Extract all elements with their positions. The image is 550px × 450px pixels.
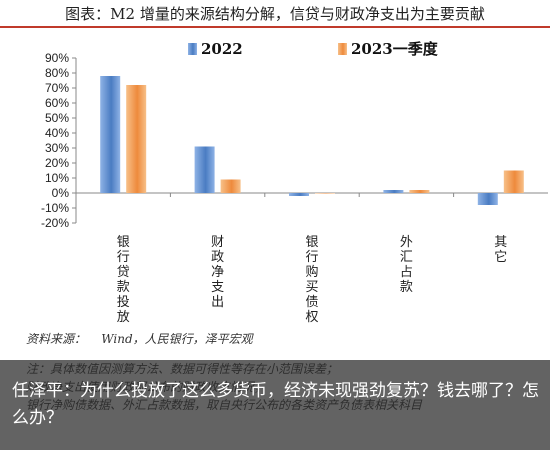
source-text: Wind，人民银行，泽平宏观 (101, 332, 253, 346)
chart-bars (100, 76, 524, 205)
y-tick-label: 20% (45, 156, 69, 170)
chart-legend: 2022 2023一季度 (188, 40, 439, 58)
y-tick-label: 10% (45, 171, 69, 185)
note-line-1: 注：具体数值因测算方法、数据可得性等存在小范围误差； (26, 362, 339, 376)
headline-overlay[interactable]: 注：具体数值因测算方法、数据可得性等存在小范围误差； 财政净支出使用财政部公布的… (0, 360, 550, 450)
legend-swatch (188, 43, 197, 55)
x-category-label: 外汇占款 (400, 235, 413, 295)
bar-series-1 (383, 190, 404, 193)
chart-title: 图表：M2 增量的来源结构分解，信贷与财政净支出为主要贡献 (0, 2, 550, 28)
legend-swatch (338, 43, 347, 55)
chart-x-labels: 银行贷款投放 财政净支出 银行购买债权 外汇占款 其它 (117, 235, 508, 325)
y-tick-label: 60% (45, 96, 69, 110)
chart-axes: 90%80%70%60%50%40%30%20%10%0%-10%-20% (41, 51, 548, 230)
bar-series-1 (477, 193, 498, 205)
y-tick-label: 80% (45, 66, 69, 80)
y-tick-label: 30% (45, 141, 69, 155)
legend-label: 2022 (201, 40, 243, 58)
bar-series-1 (289, 193, 309, 196)
bar-series-2 (503, 170, 524, 193)
bar-series-1 (100, 76, 121, 193)
note-line-2: 财政净支出使用财政部公布的财政收支情况； (26, 380, 267, 394)
chart-notes: 资料来源： Wind，人民银行，泽平宏观 (26, 330, 546, 348)
y-tick-label: 90% (45, 51, 69, 65)
x-category-label: 其它 (494, 235, 507, 265)
y-tick-label: 40% (45, 126, 69, 140)
bar-chart: 90%80%70%60%50%40%30%20%10%0%-10%-20% 20… (41, 40, 548, 325)
y-tick-label: 0% (52, 186, 70, 200)
note-line-3: 银行净购债数据、外汇占款数据，取自央行公布的各类资产负债表相关科目 (26, 398, 423, 412)
x-category-label: 财政净支出 (211, 235, 224, 310)
y-tick-label: 50% (45, 111, 69, 125)
bar-series-2 (409, 190, 430, 193)
bar-series-1 (194, 146, 215, 193)
y-tick-label: 70% (45, 81, 69, 95)
y-tick-label: -20% (41, 216, 69, 230)
source-label: 资料来源： (26, 332, 87, 346)
bar-series-2 (220, 179, 241, 193)
legend-label: 2023一季度 (351, 40, 439, 58)
bar-series-2 (126, 85, 147, 193)
faded-notes: 注：具体数值因测算方法、数据可得性等存在小范围误差； 财政净支出使用财政部公布的… (26, 360, 546, 414)
bar-series-2 (315, 193, 335, 194)
x-category-label: 银行贷款投放 (117, 235, 130, 325)
article-headline[interactable]: 任泽平：为什么投放了这么多货币，经济未现强劲复苏？钱去哪了？怎么办？ (12, 381, 539, 428)
y-tick-label: -10% (41, 201, 69, 215)
x-category-label: 银行购买债权 (305, 235, 318, 325)
source-line: 资料来源： Wind，人民银行，泽平宏观 (26, 330, 546, 348)
